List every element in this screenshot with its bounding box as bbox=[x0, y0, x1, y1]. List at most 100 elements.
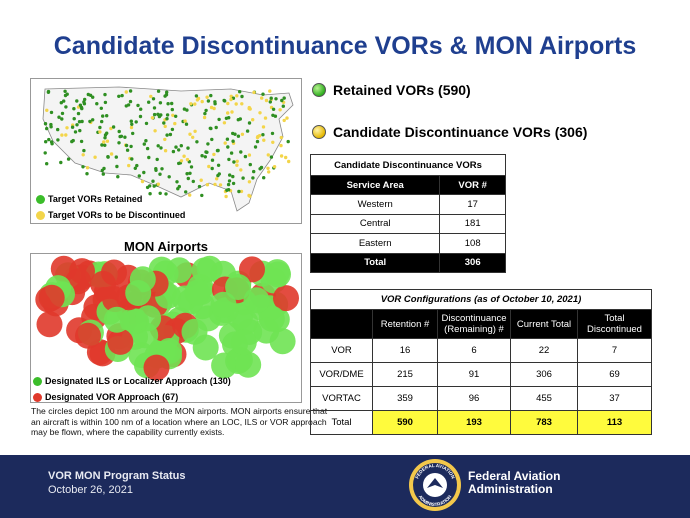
retained-vor-marker bbox=[165, 90, 169, 94]
retained-vor-marker bbox=[133, 166, 137, 170]
retained-vor-marker bbox=[223, 99, 227, 103]
table-total-row: Total 306 bbox=[309, 252, 506, 273]
discontinued-vor-marker bbox=[267, 170, 271, 174]
table-row: Eastern 108 bbox=[309, 233, 506, 254]
retained-vor-marker bbox=[280, 98, 284, 103]
retained-vor-marker bbox=[177, 161, 181, 166]
retained-vor-marker bbox=[170, 101, 174, 106]
ils-approach-circle bbox=[125, 280, 152, 306]
discontinued-vor-marker bbox=[235, 163, 239, 167]
table-cell: 108 bbox=[439, 233, 506, 254]
discontinued-vor-marker bbox=[207, 164, 211, 169]
retained-vor-marker bbox=[44, 140, 48, 144]
retained-vor-marker bbox=[206, 142, 210, 146]
table-cell: 22 bbox=[510, 338, 578, 363]
ils-approach-circle bbox=[181, 318, 208, 345]
yellow-dot-icon bbox=[36, 210, 45, 220]
retained-vor-marker bbox=[170, 107, 174, 112]
discontinued-vor-marker bbox=[287, 159, 291, 164]
retained-vor-marker bbox=[99, 106, 104, 110]
retained-vor-marker bbox=[204, 150, 208, 154]
ils-approach-circle bbox=[269, 328, 296, 355]
table-cell: 96 bbox=[437, 386, 511, 411]
retained-vor-marker bbox=[232, 160, 236, 164]
vor-approach-circle bbox=[143, 354, 170, 381]
legend-discontinued: Target VORs to be Discontinued bbox=[36, 210, 185, 220]
discontinued-vor-marker bbox=[223, 141, 227, 145]
discontinued-vor-marker bbox=[222, 121, 227, 125]
retained-vor-marker bbox=[261, 133, 265, 137]
retained-vor-marker bbox=[129, 144, 133, 149]
discontinued-vor-marker bbox=[156, 182, 160, 186]
retained-vor-marker bbox=[158, 101, 163, 105]
green-ball-icon bbox=[312, 83, 326, 97]
table-cell: VORTAC bbox=[310, 386, 373, 411]
discontinued-vor-marker bbox=[285, 116, 289, 120]
retained-legend: Retained VORs (590) bbox=[312, 82, 471, 98]
table-cell: 6 bbox=[437, 338, 511, 363]
discontinued-vor-marker bbox=[65, 126, 69, 130]
retained-vor-marker bbox=[125, 148, 130, 152]
green-circle-icon bbox=[33, 376, 42, 386]
discontinued-vor-marker bbox=[279, 135, 283, 140]
discontinued-vor-marker bbox=[248, 107, 252, 111]
retained-vor-marker bbox=[269, 155, 274, 159]
discontinued-vor-marker bbox=[129, 125, 134, 130]
discontinued-vor-marker bbox=[278, 108, 282, 112]
retained-vor-marker bbox=[129, 119, 133, 123]
discontinued-vor-marker bbox=[215, 177, 219, 181]
retained-vor-marker bbox=[64, 105, 68, 109]
retained-vor-marker bbox=[185, 172, 189, 176]
discontinued-vor-marker bbox=[235, 159, 239, 163]
retained-vor-marker bbox=[158, 191, 162, 195]
table2-header-discontinued: Total Discontinued bbox=[577, 309, 652, 339]
discontinued-vor-marker bbox=[98, 130, 102, 134]
candidate-legend-label: Candidate Discontinuance VORs (306) bbox=[333, 124, 588, 140]
discontinued-vor-marker bbox=[202, 115, 207, 120]
retained-vor-marker bbox=[185, 108, 189, 112]
table-cell: Total bbox=[309, 252, 441, 273]
discontinued-vor-marker bbox=[163, 124, 167, 129]
retained-vor-marker bbox=[200, 154, 204, 158]
retained-vor-marker bbox=[82, 148, 86, 153]
table-cell: Central bbox=[309, 213, 441, 234]
discontinued-vor-marker bbox=[213, 182, 217, 187]
discontinued-vor-marker bbox=[173, 121, 177, 126]
table-row: Western 17 bbox=[309, 194, 506, 215]
discontinued-vor-marker bbox=[149, 94, 153, 99]
retained-vor-marker bbox=[130, 122, 134, 126]
retained-vor-marker bbox=[98, 125, 102, 130]
discontinued-vor-marker bbox=[235, 94, 239, 98]
retained-vor-marker bbox=[243, 154, 248, 159]
retained-vor-marker bbox=[76, 111, 81, 116]
discontinued-vor-marker bbox=[261, 125, 266, 129]
footer-bar bbox=[0, 455, 690, 518]
discontinued-vor-marker bbox=[81, 153, 85, 157]
retained-vor-marker bbox=[100, 143, 104, 147]
retained-vor-marker bbox=[237, 189, 241, 194]
discontinued-vor-marker bbox=[93, 155, 97, 159]
discontinued-vor-marker bbox=[188, 132, 192, 136]
retained-vor-marker bbox=[131, 131, 135, 136]
table-cell: VOR/DME bbox=[310, 362, 373, 387]
discontinued-vor-marker bbox=[264, 98, 269, 103]
retained-vor-marker bbox=[43, 151, 47, 155]
retained-vor-marker bbox=[273, 114, 278, 118]
retained-vor-marker bbox=[209, 126, 213, 131]
retained-vor-marker bbox=[128, 89, 133, 93]
retained-vor-marker bbox=[63, 93, 68, 98]
ils-approach-circle bbox=[235, 351, 262, 378]
retained-vor-marker bbox=[239, 150, 243, 154]
retained-vor-marker bbox=[269, 96, 273, 100]
retained-vor-marker bbox=[116, 175, 120, 179]
discontinued-vor-marker bbox=[109, 126, 113, 131]
ils-approach-circle bbox=[243, 287, 270, 314]
retained-vor-marker bbox=[145, 146, 150, 151]
discontinued-vor-marker bbox=[193, 102, 197, 106]
retained-vor-marker bbox=[47, 137, 51, 142]
retained-vor-marker bbox=[49, 125, 53, 129]
legend-vor-label: Designated VOR Approach (67) bbox=[45, 392, 179, 402]
retained-vor-marker bbox=[213, 100, 217, 104]
vor-approach-circle bbox=[38, 284, 65, 311]
ils-approach-circle bbox=[211, 352, 238, 379]
